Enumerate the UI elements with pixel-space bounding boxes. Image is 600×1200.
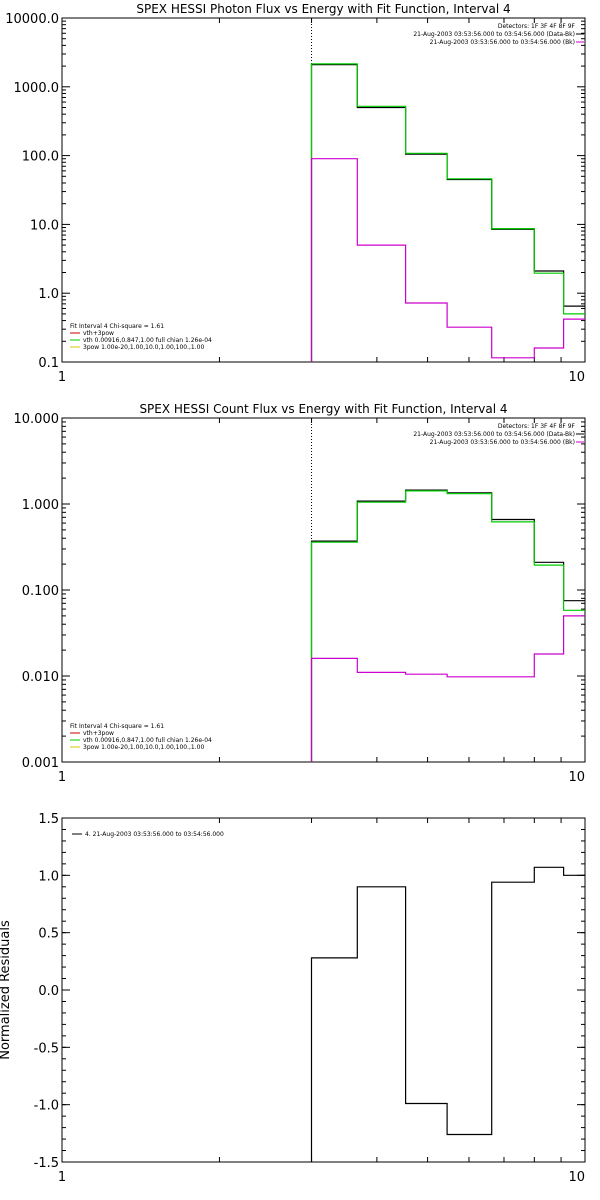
y-tick-label: 0.5 (38, 927, 59, 942)
legend-entry: vth+3pow (83, 730, 114, 737)
series-line-2 (310, 158, 585, 362)
photon-flux-panel: SPEX HESSI Photon Flux vs Energy with Fi… (5, 2, 586, 385)
y-tick-label: 1.0 (38, 869, 59, 884)
plot-frame (61, 417, 586, 763)
y-tick-label: -1.0 (34, 1099, 59, 1114)
header-line-label: 21-Aug-2003 03:53:56.000 to 03:54:56.000… (430, 39, 575, 46)
y-tick-label: 1.5 (38, 812, 59, 827)
legend-entry: vth+3pow (83, 330, 114, 337)
x-tick-label: 10 (568, 770, 585, 785)
y-tick-label: 1.0 (38, 287, 59, 302)
series-line-0 (310, 866, 585, 1162)
y-tick-label: 0.0 (38, 984, 59, 999)
x-tick-label: 1 (58, 370, 66, 385)
detectors-label: Detectors: 1F 3F 4F 8F 9F (498, 23, 576, 30)
y-tick-label: 1000.0 (14, 81, 60, 96)
header-line-label: 21-Aug-2003 03:53:56.000 to 03:54:56.000… (413, 431, 575, 438)
y-tick-label: 0.1 (38, 356, 59, 371)
series-line-1 (310, 63, 585, 362)
header-line-label: 21-Aug-2003 03:53:56.000 to 03:54:56.000… (413, 31, 575, 38)
y-tick-label: -1.5 (34, 1156, 59, 1171)
series-line-1 (310, 490, 585, 762)
x-tick-label: 10 (568, 370, 585, 385)
legend-entry: vth 0.00916,0.847,1.00 full chian 1.26e-… (83, 337, 212, 344)
series-line-2 (310, 615, 585, 762)
x-tick-label: 1 (58, 1170, 66, 1185)
count-flux-panel: SPEX HESSI Count Flux vs Energy with Fit… (14, 402, 586, 785)
legend-entry: vth 0.00916,0.847,1.00 full chian 1.26e-… (83, 737, 212, 744)
plot-frame (61, 817, 586, 1163)
header-line-label: 21-Aug-2003 03:53:56.000 to 03:54:56.000… (430, 439, 575, 446)
plot-frame (61, 17, 586, 363)
residuals-panel: Normalized Residuals -1.5 -1.0 -0.5 0.0 0.5 1.… (0, 812, 586, 1185)
x-tick-label: 10 (568, 1170, 585, 1185)
legend-title: Fit Interval 4 Chi-square = 1.61 (70, 323, 164, 330)
plot-title: SPEX HESSI Count Flux vs Energy with Fit… (139, 402, 507, 416)
legend-title: Fit Interval 4 Chi-square = 1.61 (70, 723, 164, 730)
y-tick-label: 0.001 (22, 756, 59, 771)
legend-entry: 4. 21-Aug-2003 03:53:56.000 to 03:54:56.… (85, 831, 224, 838)
y-tick-label: 10000.0 (5, 12, 59, 27)
y-tick-label: 100.0 (22, 150, 59, 165)
x-tick-label: 1 (58, 770, 66, 785)
y-axis-label: Normalized Residuals (0, 920, 13, 1060)
series-line-0 (310, 489, 585, 762)
plot-title: SPEX HESSI Photon Flux vs Energy with Fi… (136, 2, 510, 16)
legend-entry: 3pow 1.00e-20,1.00,10.0,1.00,100.,1.00 (83, 744, 204, 751)
y-tick-label: 0.100 (22, 584, 59, 599)
legend-entry: 3pow 1.00e-20,1.00,10.0,1.00,100.,1.00 (83, 344, 204, 351)
y-tick-label: -0.5 (34, 1041, 59, 1056)
y-tick-label: 10.0 (30, 218, 59, 233)
y-tick-label: 1.000 (22, 498, 59, 513)
y-tick-label: 0.010 (22, 670, 59, 685)
series-line-0 (310, 63, 585, 362)
detectors-label: Detectors: 1F 3F 4F 8F 9F (498, 423, 576, 430)
y-tick-label: 10.000 (14, 412, 60, 427)
